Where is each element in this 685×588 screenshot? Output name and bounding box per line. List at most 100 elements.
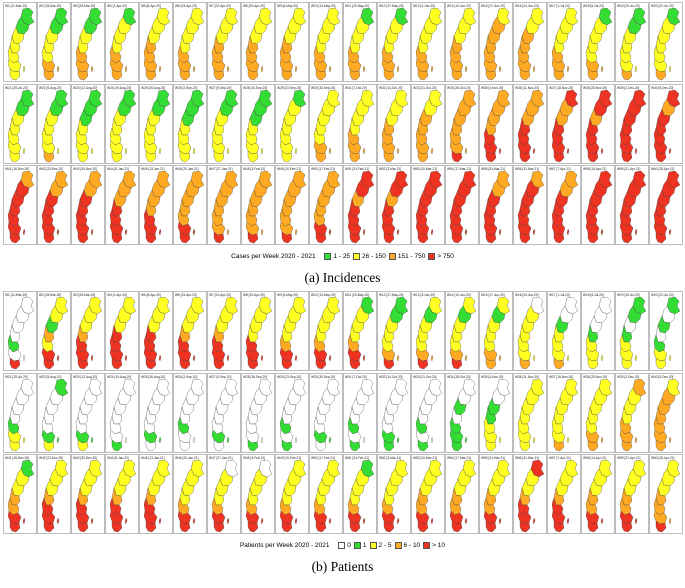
- sweden-map: [517, 8, 545, 81]
- week-map: W51 [24-Feb-21]: [343, 165, 377, 245]
- gotland-island: [464, 65, 468, 73]
- week-map: W54 [17-Mar-21]: [445, 454, 479, 534]
- gotland-island: [158, 65, 162, 73]
- week-label: W46 [20-Jan-21]: [175, 167, 199, 171]
- sweden-map: [41, 297, 69, 370]
- map-region: [451, 357, 463, 370]
- gotland-island: [260, 228, 264, 236]
- week-map: W1 [11-Mar-20]: [3, 291, 37, 371]
- week-map: W52 [3-Mar-21]: [377, 165, 411, 245]
- week-map: W46 [20-Jan-21]: [173, 454, 207, 534]
- gotland-island: [396, 436, 400, 443]
- gotland-island: [56, 147, 60, 154]
- sweden-map: [483, 171, 511, 244]
- week-map: W13 [3-Jun-20]: [411, 2, 445, 82]
- map-region: [383, 439, 395, 451]
- map-region: [621, 520, 633, 533]
- gotland-island: [430, 65, 434, 73]
- week-map: W50 [17-Feb-21]: [309, 454, 343, 534]
- gotland-island: [362, 228, 366, 236]
- week-map: W37 [18-Nov-20]: [547, 83, 581, 164]
- week-map: W22 [5-Aug-20]: [37, 83, 71, 164]
- week-label: W38 [25-Nov-20]: [583, 374, 608, 379]
- week-label: W51 [24-Feb-21]: [345, 167, 369, 171]
- legend: Cases per Week 2020 - 2021 1 - 25 26 - 15…: [0, 252, 685, 261]
- week-label: W22 [5-Aug-20]: [39, 85, 62, 90]
- week-label: W25 [26-Aug-20]: [141, 374, 166, 379]
- gotland-island: [668, 228, 672, 236]
- week-map: W5 [8-Apr-20]: [139, 2, 173, 82]
- gotland-island: [226, 65, 230, 73]
- map-region: [213, 520, 225, 533]
- legend-label: 6 - 10: [403, 542, 421, 549]
- week-map: W35 [4-Nov-20]: [479, 372, 513, 453]
- week-label: W29 [23-Sep-20]: [277, 85, 302, 90]
- map-region: [451, 150, 463, 162]
- week-map: W7 [22-Apr-20]: [207, 2, 241, 82]
- gotland-island: [56, 65, 60, 73]
- map-region: [145, 150, 157, 162]
- week-map: W37 [18-Nov-20]: [547, 372, 581, 453]
- sweden-map: [75, 297, 103, 370]
- sweden-map: [551, 378, 579, 451]
- week-label: W30 [30-Sep-20]: [311, 374, 336, 379]
- gotland-island: [498, 147, 502, 154]
- sweden-map: [551, 89, 579, 162]
- sweden-map: [313, 378, 341, 451]
- map-region: [111, 150, 123, 162]
- week-map: W1 [11-Mar-20]: [3, 2, 37, 82]
- map-region: [587, 357, 599, 370]
- week-map: W25 [26-Aug-20]: [139, 372, 173, 453]
- sweden-map: [177, 8, 205, 81]
- week-map: W18 [8-Jul-20]: [581, 2, 615, 82]
- gotland-island: [192, 354, 196, 362]
- map-region: [111, 520, 123, 533]
- map-region: [43, 231, 55, 244]
- map-region: [247, 68, 259, 81]
- week-label: W15 [17-Jun-20]: [481, 4, 505, 8]
- week-map: W6 [15-Apr-20]: [173, 291, 207, 371]
- gotland-island: [430, 147, 434, 154]
- week-label: W46 [20-Jan-21]: [175, 456, 199, 460]
- sweden-map: [109, 378, 137, 451]
- sweden-map: [109, 8, 137, 81]
- sweden-map: [381, 89, 409, 162]
- week-label: W14 [10-Jun-20]: [447, 4, 471, 8]
- map-region: [179, 357, 191, 370]
- gotland-island: [90, 147, 94, 154]
- gotland-island: [124, 354, 128, 362]
- sweden-map: [381, 171, 409, 244]
- sweden-map: [75, 89, 103, 162]
- map-region: [655, 439, 667, 451]
- map-region: [281, 439, 293, 451]
- sweden-map: [7, 8, 35, 81]
- gotland-island: [600, 517, 604, 525]
- week-map: W31 [7-Oct-20]: [343, 83, 377, 164]
- map-region: [349, 439, 361, 451]
- sweden-map: [653, 89, 681, 162]
- sweden-map: [7, 297, 35, 370]
- week-label: W39 [2-Dec-20]: [617, 85, 640, 90]
- week-label: W45 [13-Jan-21]: [141, 456, 165, 460]
- map-region: [145, 231, 157, 244]
- gotland-island: [328, 228, 332, 236]
- week-label: W48 [3-Feb-21]: [243, 456, 266, 460]
- sweden-map: [619, 460, 647, 533]
- map-region: [349, 231, 361, 244]
- gotland-island: [532, 65, 536, 73]
- map-region: [621, 68, 633, 81]
- map-region: [77, 357, 89, 370]
- week-map: W4 [1-Apr-20]: [105, 291, 139, 371]
- gotland-island: [294, 65, 298, 73]
- week-label: W6 [15-Apr-20]: [175, 293, 197, 297]
- week-label: W54 [17-Mar-21]: [447, 456, 471, 460]
- gotland-island: [158, 354, 162, 362]
- week-label: W28 [16-Sep-20]: [243, 374, 268, 379]
- gotland-island: [328, 354, 332, 362]
- week-map: W26 [2-Sep-20]: [173, 372, 207, 453]
- map-region: [315, 357, 327, 370]
- week-label: W3 [25-Mar-20]: [73, 293, 96, 297]
- map-region: [111, 231, 123, 244]
- sweden-map: [381, 297, 409, 370]
- week-label: W4 [1-Apr-20]: [107, 293, 127, 297]
